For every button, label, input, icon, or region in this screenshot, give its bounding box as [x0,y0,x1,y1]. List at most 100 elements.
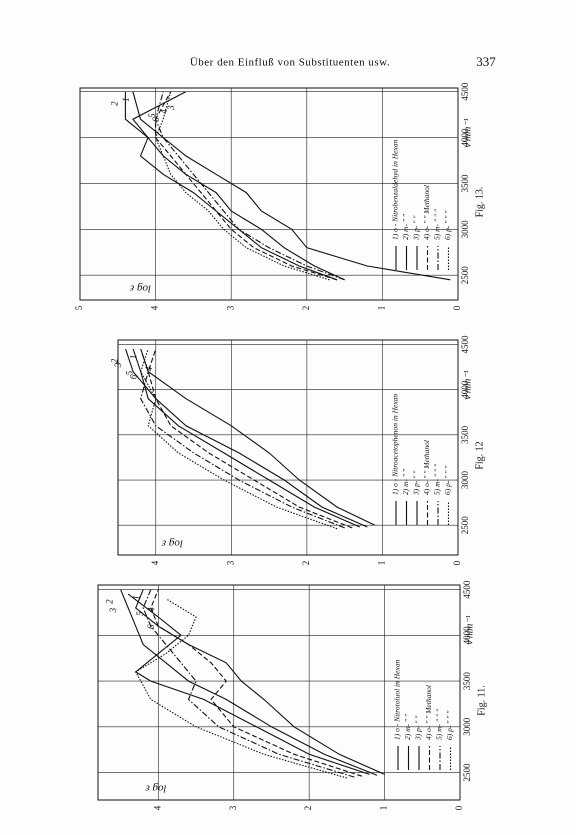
y-tick-label: 0 [452,305,462,310]
y-tick-label: 2 [301,561,311,566]
curve-number: 3 [108,607,118,613]
curve-number: 6 [146,624,156,629]
y-tick-label: 4 [150,305,160,310]
spectrum-curve [155,91,345,281]
curve-number: 4 [159,109,169,114]
legend-entry: 5) m- ″ ″ ″ [435,708,444,740]
x-tick-label: 4000 [462,626,472,645]
spectrum-curve [135,589,385,775]
curve-number: 1 [131,595,141,600]
y-tick-label: 0 [454,805,464,810]
figure-caption: Fig. 12 [474,441,485,469]
legend-entry: 4) o- ″ ″ Methanol [422,440,431,495]
legend-entry: 1) o - Nitroacetophenon in Hexan [391,394,400,495]
x-tick-label: 3500 [462,672,472,691]
curve-number: 5 [147,113,157,118]
legend-entry: 3) p- ″ ″ [412,215,421,241]
legend-entry: 6) p- ″ ″ ″ [443,465,452,495]
x-tick-label: 4000 [460,380,470,399]
x-tick-label: 2500 [462,763,472,782]
y-axis-title: log ε [161,537,183,549]
curve-number: 1 [121,97,131,102]
spectrum-curve [140,348,338,530]
curve-number: 6 [151,117,161,122]
x-tick-label: 4000 [460,128,470,147]
legend-entry: 4) o- ″ ″ Methanol [422,185,431,240]
spectrum-curve [150,589,363,777]
x-axis-title: ν'mm⁻¹ [462,370,473,399]
spectrum-curve [132,91,338,281]
page-number: 337 [476,54,496,69]
y-tick-label: 3 [225,305,235,310]
x-tick-label: 3000 [460,220,470,239]
figure-caption: Fig. 11. [476,685,487,715]
x-tick-label: 3000 [462,717,472,736]
curve-number: 4 [146,607,156,612]
curve-number: 3 [113,362,123,368]
x-tick-label: 4500 [460,335,470,354]
y-axis-title: log ε [145,782,167,794]
figure: 0 1 2 3 4 2500 3000 3500 4000 4500 log ε ν'mm⁻¹ Fig.… [97,580,487,811]
y-tick-label: 3 [225,560,235,565]
curve-number: 2 [109,101,119,106]
plot-frame [79,87,459,301]
legend-entry: 6) p- ″ ″ ″ [443,210,452,240]
y-tick-label: 1 [379,806,389,811]
running-header: Über den Einfluß von Substituenten usw. [190,57,390,69]
y-tick-label: 0 [452,560,462,565]
curve-number: 2 [105,599,115,604]
figure-caption: Fig. 13. [474,187,485,218]
spectrum-curve [140,348,345,529]
curve-number: 2 [110,358,120,363]
legend-entry: 2) m- ″ ″ [401,468,410,495]
legend-entry: 5) m- ″ ″ ″ [433,208,442,240]
x-tick-label: 4500 [462,580,472,599]
legend-entry: 2) m- ″ ″ [401,213,410,240]
y-tick-label: 2 [303,806,313,811]
legend-entry: 1) o - Nitrotoluol in Hexan [393,659,402,740]
curve-number: 4 [144,366,154,371]
x-tick-label: 3500 [460,425,470,444]
x-tick-label: 3000 [460,471,470,490]
legend-entry: 5) m- ″ ″ ″ [433,463,442,495]
y-tick-label: 1 [376,306,386,311]
legend-entry: 3) p- ″ ″ [412,470,421,496]
spectrum-curve [125,348,368,528]
legend-entry: 1) o - Nitrobenzaldehyd in Hexan [391,139,400,240]
y-axis-title: log ε [129,282,151,294]
spectrum-curve [147,348,353,529]
spectrum-curve [155,91,338,281]
y-tick-label: 3 [228,805,238,810]
curve-number: 6 [128,374,138,379]
x-axis-title: ν'mm⁻¹ [464,615,475,644]
y-tick-label: 4 [150,560,160,565]
y-tick-label: 2 [301,306,311,311]
plot-frame [97,584,461,801]
spectrum-curve [140,348,376,526]
spectrum-curve [120,589,378,776]
y-tick-label: 4 [152,805,162,810]
curve-number: 1 [129,355,139,360]
y-tick-label: 5 [74,305,84,310]
curve-number: 3 [166,105,176,111]
curve-number: 5 [135,611,145,616]
x-tick-label: 2500 [460,266,470,285]
x-axis-title: ν'mm⁻¹ [462,118,473,147]
spectrum-curve [155,91,330,281]
legend-entry: 3) p- ″ ″ [414,715,423,741]
legend-entry: 2) m- ″ ″ [403,713,412,740]
legend-entry: 6) p- ″ ″ ″ [445,710,454,740]
spectrum-curve [127,593,370,775]
curve-number: 5 [125,370,135,375]
x-tick-label: 2500 [460,516,470,535]
legend-entry: 4) o- ″ ″ Methanol [424,685,433,740]
x-tick-label: 3500 [460,174,470,193]
spectrum-curve [132,348,361,528]
spectrum-curve [124,91,345,281]
spectrum-curve [142,589,355,778]
spectrum-curve [134,598,348,779]
